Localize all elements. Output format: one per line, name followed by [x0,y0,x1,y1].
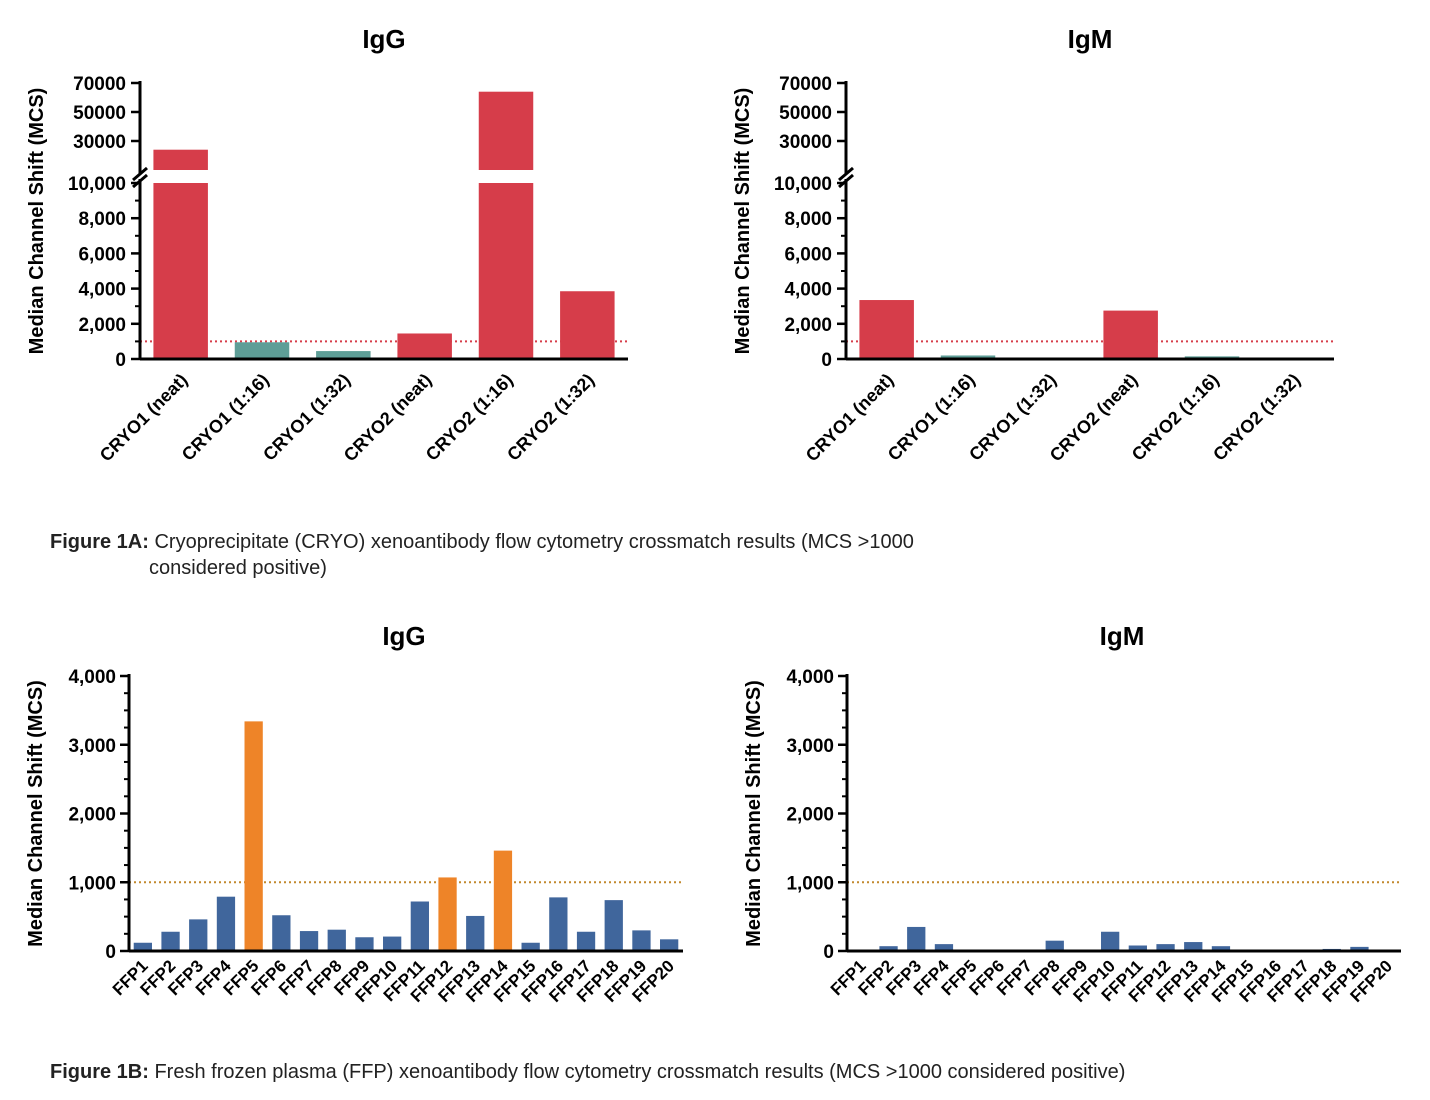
bar [272,915,291,951]
chart-title: IgM [1068,24,1113,54]
y-tick-label: 0 [105,942,116,963]
x-tick-label: CRYO2 (1:32) [503,370,598,465]
figure-1a-caption-text-line2: considered positive) [149,557,327,579]
y-tick-label: 3,000 [786,736,834,757]
y-tick-label: 70000 [779,74,832,95]
chart-title: IgG [382,621,425,651]
y-tick-label: 10,000 [774,174,832,195]
bar [493,850,513,951]
bar-upper-segment [153,149,208,170]
y-tick-label: 2,000 [786,805,834,826]
y-tick-label: 30000 [779,132,832,153]
figure-1a-caption: Figure 1A: Cryoprecipitate (CRYO) xenoan… [50,529,1030,581]
bar [216,896,236,951]
bar [934,944,954,951]
y-tick-label: 0 [115,350,126,371]
bar [940,355,996,359]
x-tick-label: CRYO2 (1:32) [1209,370,1304,465]
bar [1156,944,1175,951]
bar-upper-segment [478,91,534,170]
y-tick-label: 4,000 [784,280,832,301]
bar [410,901,429,951]
bar [161,931,180,951]
y-tick-label: 8,000 [784,209,832,230]
bar [859,300,914,359]
y-tick-label: 0 [821,350,832,371]
bar [327,929,346,951]
bar [189,919,208,951]
y-tick-label: 1,000 [786,873,834,894]
bar [604,900,623,951]
axis-break-mark [132,166,148,182]
bar [234,342,290,359]
y-tick-label: 50000 [779,103,832,124]
axis-break-mark [132,173,148,189]
y-tick-label: 30000 [73,132,126,153]
axis-break-mark [838,166,854,182]
figure-1a-caption-text: Cryoprecipitate (CRYO) xenoantibody flow… [154,531,914,553]
bar [316,351,371,359]
bar [1128,945,1147,951]
bar [660,939,679,951]
bar [438,877,457,951]
bar [397,333,452,359]
y-tick-label: 3,000 [68,736,116,757]
bar [244,721,263,951]
chart-title: IgG [362,24,405,54]
y-tick-label: 8,000 [78,209,126,230]
bar [632,930,651,951]
y-tick-label: 0 [823,942,834,963]
bar [383,936,402,951]
figure-1a-caption-label: Figure 1A: [50,531,149,553]
bar [466,915,485,951]
y-tick-label: 4,000 [786,667,834,688]
bar [1184,942,1203,951]
y-tick-label: 2,000 [784,315,832,336]
bar [879,946,898,951]
axis-break-mark [838,173,854,189]
y-tick-label: 10,000 [68,174,126,195]
figure-1b-caption: Figure 1B: Fresh frozen plasma (FFP) xen… [50,1059,1410,1085]
bar [478,183,534,359]
y-tick-label: 6,000 [78,244,126,265]
bar [1103,310,1158,359]
y-tick-label: 2,000 [78,315,126,336]
y-axis-label: Median Channel Shift (MCS) [25,680,47,947]
y-tick-label: 4,000 [68,667,116,688]
figure-1b-caption-label: Figure 1B: [50,1061,149,1083]
y-tick-label: 6,000 [784,244,832,265]
bar [1350,946,1369,951]
y-axis-label: Median Channel Shift (MCS) [743,680,765,947]
y-tick-label: 50000 [73,103,126,124]
y-tick-label: 2,000 [68,805,116,826]
y-tick-label: 4,000 [78,280,126,301]
bar [1211,946,1231,951]
bar [133,942,152,951]
chart-title: IgM [1100,621,1145,651]
bar [1045,940,1064,951]
bar [153,183,208,359]
y-axis-label: Median Channel Shift (MCS) [732,88,754,355]
bar [576,931,596,951]
bar [1101,931,1120,951]
bar [549,897,568,951]
bar [521,942,540,951]
y-tick-label: 70000 [73,74,126,95]
y-tick-label: 1,000 [68,873,116,894]
bar [560,291,615,359]
figure-1b-caption-text: Fresh frozen plasma (FFP) xenoantibody f… [154,1061,1126,1083]
bar [355,937,374,951]
bar [907,926,926,951]
bar [299,931,319,951]
y-axis-label: Median Channel Shift (MCS) [26,88,48,355]
